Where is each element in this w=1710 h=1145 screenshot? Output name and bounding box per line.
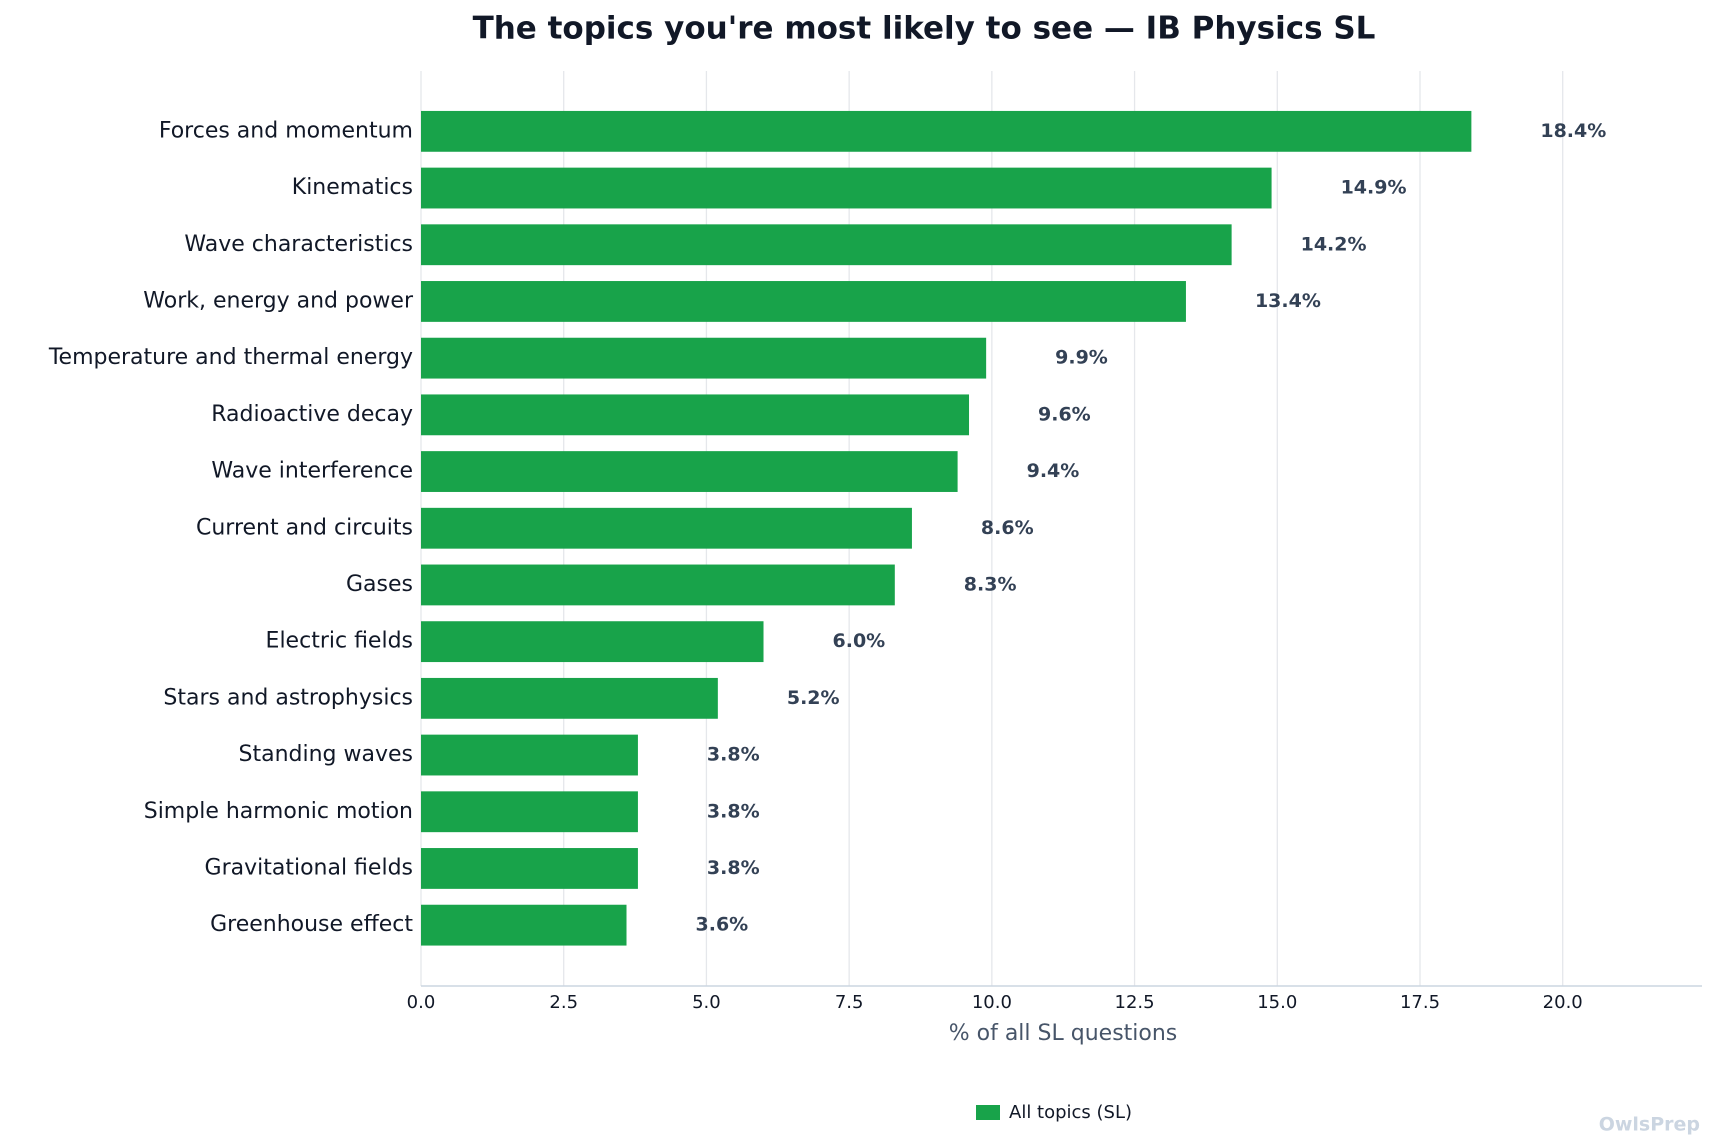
bar — [421, 167, 1272, 209]
y-tick-label: Standing waves — [239, 742, 414, 767]
bar — [421, 394, 970, 436]
value-label: 8.3% — [964, 573, 1017, 595]
y-tick-label: Simple harmonic motion — [144, 799, 413, 824]
bar — [421, 224, 1232, 266]
bar — [421, 791, 638, 833]
value-label: 9.4% — [1027, 460, 1080, 482]
y-tick-label: Current and circuits — [196, 515, 413, 540]
value-label: 18.4% — [1540, 120, 1606, 142]
watermark: OwlsPrep — [1599, 1114, 1700, 1136]
bar — [421, 848, 638, 889]
bar — [421, 337, 987, 379]
y-tick-label: Gravitational fields — [205, 855, 413, 880]
bar — [421, 621, 764, 663]
value-label: 3.8% — [707, 800, 760, 822]
bar — [421, 677, 718, 719]
bar — [421, 281, 1186, 322]
bar — [421, 110, 1472, 152]
y-tick-label: Work, energy and power — [143, 288, 414, 313]
x-tick-label: 5.0 — [692, 992, 721, 1013]
value-label: 8.6% — [981, 517, 1034, 539]
legend-swatch — [976, 1105, 1000, 1120]
bar — [421, 734, 638, 776]
value-label: 13.4% — [1255, 290, 1321, 312]
x-tick-label: 0.0 — [407, 992, 436, 1013]
y-tick-label: Kinematics — [292, 175, 413, 200]
x-tick-label: 17.5 — [1400, 992, 1440, 1013]
value-label: 3.6% — [696, 914, 749, 936]
chart-title: The topics you're most likely to see — I… — [473, 11, 1376, 47]
value-label: 6.0% — [833, 630, 886, 652]
y-tick-label: Greenhouse effect — [210, 912, 413, 937]
value-label: 3.8% — [707, 857, 760, 879]
x-tick-label: 7.5 — [835, 992, 864, 1013]
y-tick-label: Wave characteristics — [184, 232, 413, 257]
value-label: 9.9% — [1055, 347, 1108, 369]
x-tick-label: 2.5 — [549, 992, 578, 1013]
y-tick-label: Wave interference — [211, 459, 413, 484]
bar — [421, 564, 895, 606]
bar — [421, 507, 912, 549]
value-label: 14.2% — [1301, 233, 1367, 255]
value-label: 5.2% — [787, 687, 840, 709]
y-tick-label: Radioactive decay — [211, 402, 413, 427]
y-tick-label: Stars and astrophysics — [163, 685, 413, 710]
y-tick-label: Electric fields — [266, 629, 413, 654]
bar — [421, 451, 958, 492]
y-tick-label: Forces and momentum — [159, 118, 413, 143]
bar — [421, 904, 627, 946]
x-axis-label: % of all SL questions — [949, 1021, 1178, 1046]
y-tick-label: Temperature and thermal energy — [48, 345, 413, 370]
x-tick-label: 15.0 — [1257, 992, 1297, 1013]
value-label: 9.6% — [1038, 403, 1091, 425]
y-tick-label: Gases — [346, 572, 413, 597]
value-label: 3.8% — [707, 744, 760, 766]
x-tick-label: 10.0 — [972, 992, 1012, 1013]
x-tick-label: 20.0 — [1543, 992, 1583, 1013]
legend-label: All topics (SL) — [1009, 1102, 1132, 1123]
x-tick-label: 12.5 — [1115, 992, 1155, 1013]
value-label: 14.9% — [1341, 177, 1407, 199]
